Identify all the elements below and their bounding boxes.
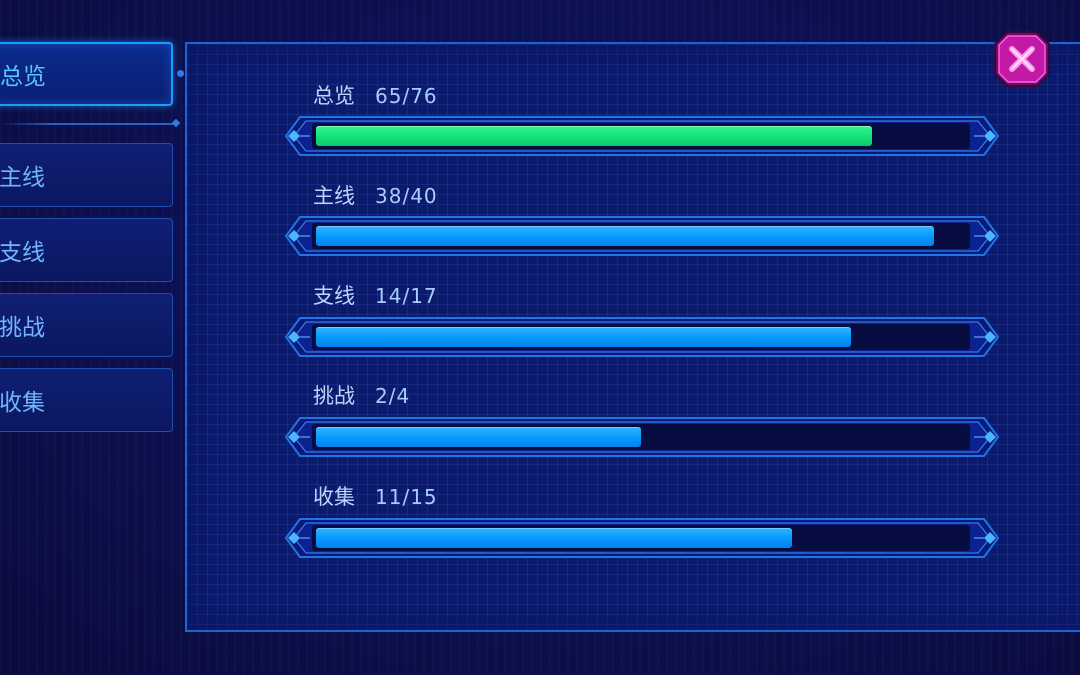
- bar-fill: [316, 126, 872, 146]
- row-title: 主线: [313, 184, 355, 208]
- row-title: 总览: [313, 84, 355, 108]
- row-count: 65/76: [375, 84, 438, 108]
- row-count: 2/4: [375, 384, 411, 408]
- progress-bar: [284, 518, 1000, 558]
- bar-fill: [316, 427, 641, 447]
- tab-side-quest[interactable]: 支线: [0, 218, 173, 282]
- progress-row-challenge: 挑战 2/4: [313, 380, 410, 410]
- close-button[interactable]: [993, 30, 1051, 88]
- progress-row-main: 主线 38/40: [313, 180, 438, 210]
- progress-row-collection: 收集 11/15: [313, 481, 438, 511]
- tab-collection[interactable]: 收集: [0, 368, 173, 432]
- bar-track: [312, 223, 970, 249]
- tab-label: 收集: [0, 390, 45, 416]
- bar-track: [312, 324, 970, 350]
- progress-bar: [284, 317, 1000, 357]
- tab-divider: [0, 123, 176, 125]
- tab-label: 主线: [0, 165, 45, 191]
- bar-track: [312, 525, 970, 551]
- bar-fill: [316, 327, 851, 347]
- close-icon: [994, 31, 1050, 87]
- bar-fill: [316, 226, 934, 246]
- progress-bar: [284, 216, 1000, 256]
- tab-label: 挑战: [0, 315, 45, 341]
- row-title: 支线: [313, 284, 355, 308]
- row-count: 11/15: [375, 485, 438, 509]
- tab-challenge[interactable]: 挑战: [0, 293, 173, 357]
- tab-label: 总览: [0, 64, 46, 90]
- row-count: 14/17: [375, 284, 438, 308]
- progress-row-overview: 总览 65/76: [313, 80, 438, 110]
- progress-bar: [284, 417, 1000, 457]
- row-count: 38/40: [375, 184, 438, 208]
- row-title: 挑战: [313, 384, 355, 408]
- tab-label: 支线: [0, 240, 45, 266]
- tab-overview[interactable]: 总览: [0, 42, 173, 106]
- row-title: 收集: [313, 485, 355, 509]
- tab-main-quest[interactable]: 主线: [0, 143, 173, 207]
- bar-track: [312, 123, 970, 149]
- bar-fill: [316, 528, 792, 548]
- progress-bar: [284, 116, 1000, 156]
- progress-row-side: 支线 14/17: [313, 280, 438, 310]
- bar-track: [312, 424, 970, 450]
- panel-connector-dot: [177, 70, 184, 77]
